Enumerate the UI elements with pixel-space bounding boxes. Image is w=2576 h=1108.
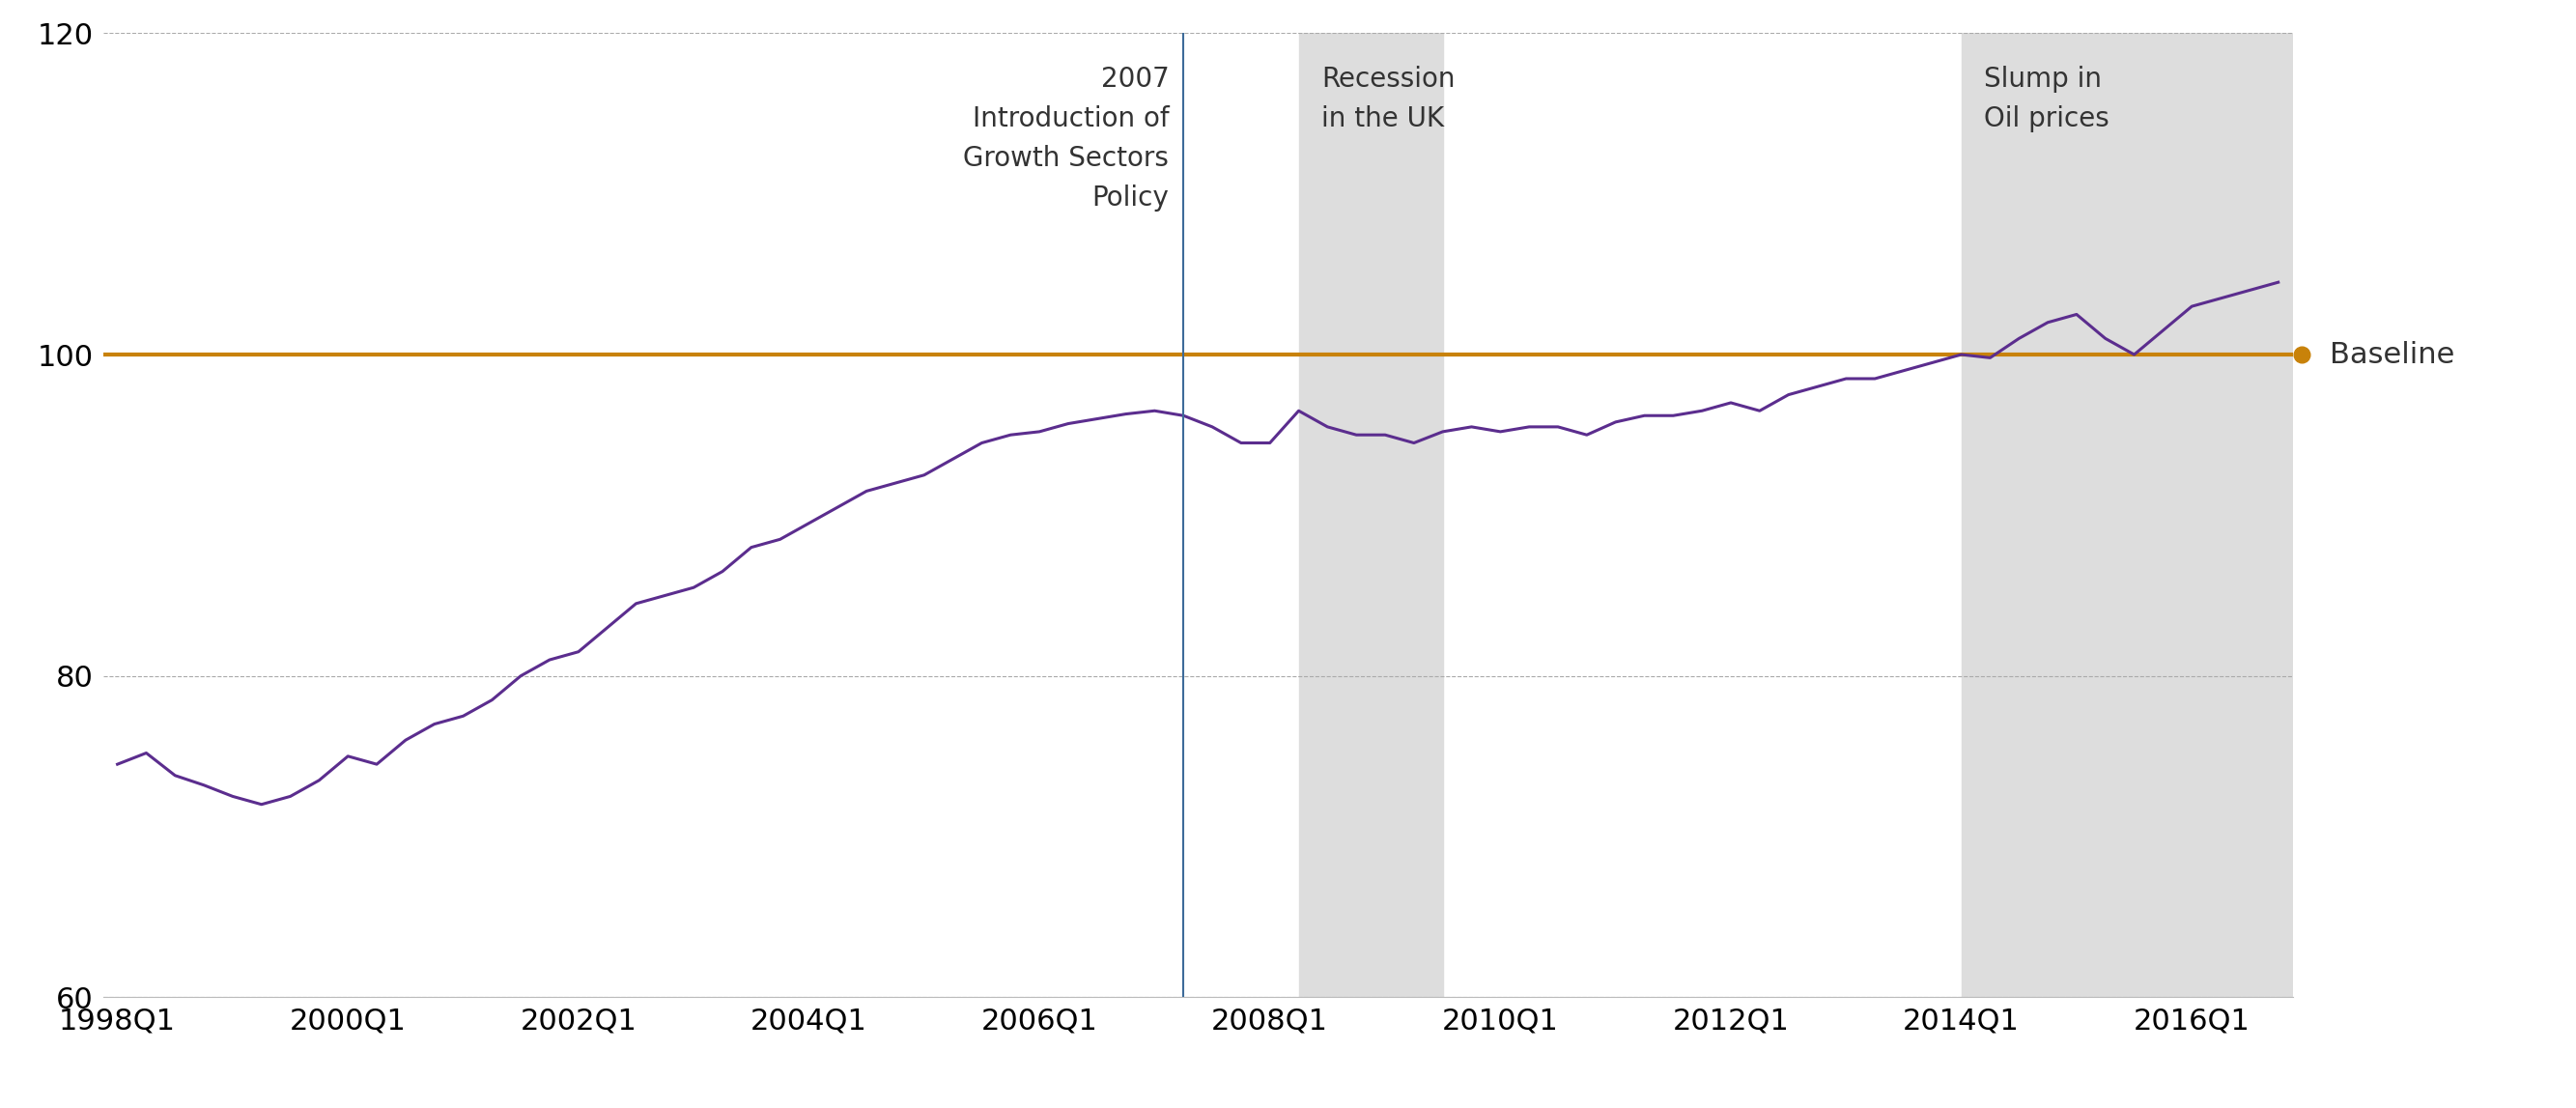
Text: Recession
in the UK: Recession in the UK (1321, 65, 1455, 132)
Text: Slump in
Oil prices: Slump in Oil prices (1984, 65, 2110, 132)
Bar (1960, 33, 2308, 997)
Text: Baseline: Baseline (2331, 340, 2455, 369)
Bar (1298, 33, 1443, 997)
Text: 2007
Introduction of
Growth Sectors
Policy: 2007 Introduction of Growth Sectors Poli… (963, 65, 1170, 212)
